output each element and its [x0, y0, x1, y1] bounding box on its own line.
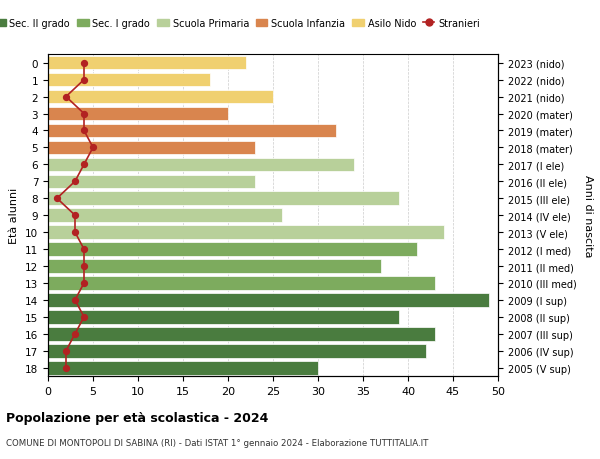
Bar: [48, 310, 399, 324]
Point: [61, 347, 71, 355]
Bar: [48, 175, 255, 189]
Point: [70, 330, 80, 338]
Y-axis label: Età alunni: Età alunni: [10, 188, 19, 244]
Bar: [48, 344, 426, 358]
Bar: [48, 107, 228, 121]
Point: [70, 229, 80, 236]
Point: [70, 212, 80, 219]
Point: [61, 94, 71, 101]
Bar: [48, 57, 246, 70]
Bar: [48, 158, 354, 172]
Point: [79, 161, 89, 168]
Bar: [48, 141, 255, 155]
Bar: [48, 226, 444, 240]
Legend: Sec. II grado, Sec. I grado, Scuola Primaria, Scuola Infanzia, Asilo Nido, Stran: Sec. II grado, Sec. I grado, Scuola Prim…: [0, 15, 484, 33]
Point: [52, 195, 62, 202]
Text: COMUNE DI MONTOPOLI DI SABINA (RI) - Dati ISTAT 1° gennaio 2024 - Elaborazione T: COMUNE DI MONTOPOLI DI SABINA (RI) - Dat…: [6, 438, 428, 448]
Bar: [48, 74, 210, 87]
Bar: [48, 277, 435, 290]
Bar: [48, 260, 381, 273]
Bar: [48, 192, 399, 206]
Point: [88, 145, 98, 152]
Bar: [48, 124, 336, 138]
Text: Popolazione per età scolastica - 2024: Popolazione per età scolastica - 2024: [6, 411, 268, 424]
Bar: [48, 209, 282, 223]
Point: [79, 246, 89, 253]
Bar: [48, 361, 318, 375]
Point: [79, 77, 89, 84]
Point: [79, 60, 89, 67]
Bar: [48, 243, 417, 256]
Point: [79, 280, 89, 287]
Bar: [48, 90, 273, 104]
Point: [79, 263, 89, 270]
Y-axis label: Anni di nascita: Anni di nascita: [583, 174, 593, 257]
Point: [70, 178, 80, 185]
Bar: [48, 327, 435, 341]
Point: [79, 111, 89, 118]
Point: [79, 313, 89, 321]
Point: [70, 297, 80, 304]
Bar: [48, 293, 489, 307]
Point: [61, 364, 71, 372]
Point: [79, 128, 89, 135]
